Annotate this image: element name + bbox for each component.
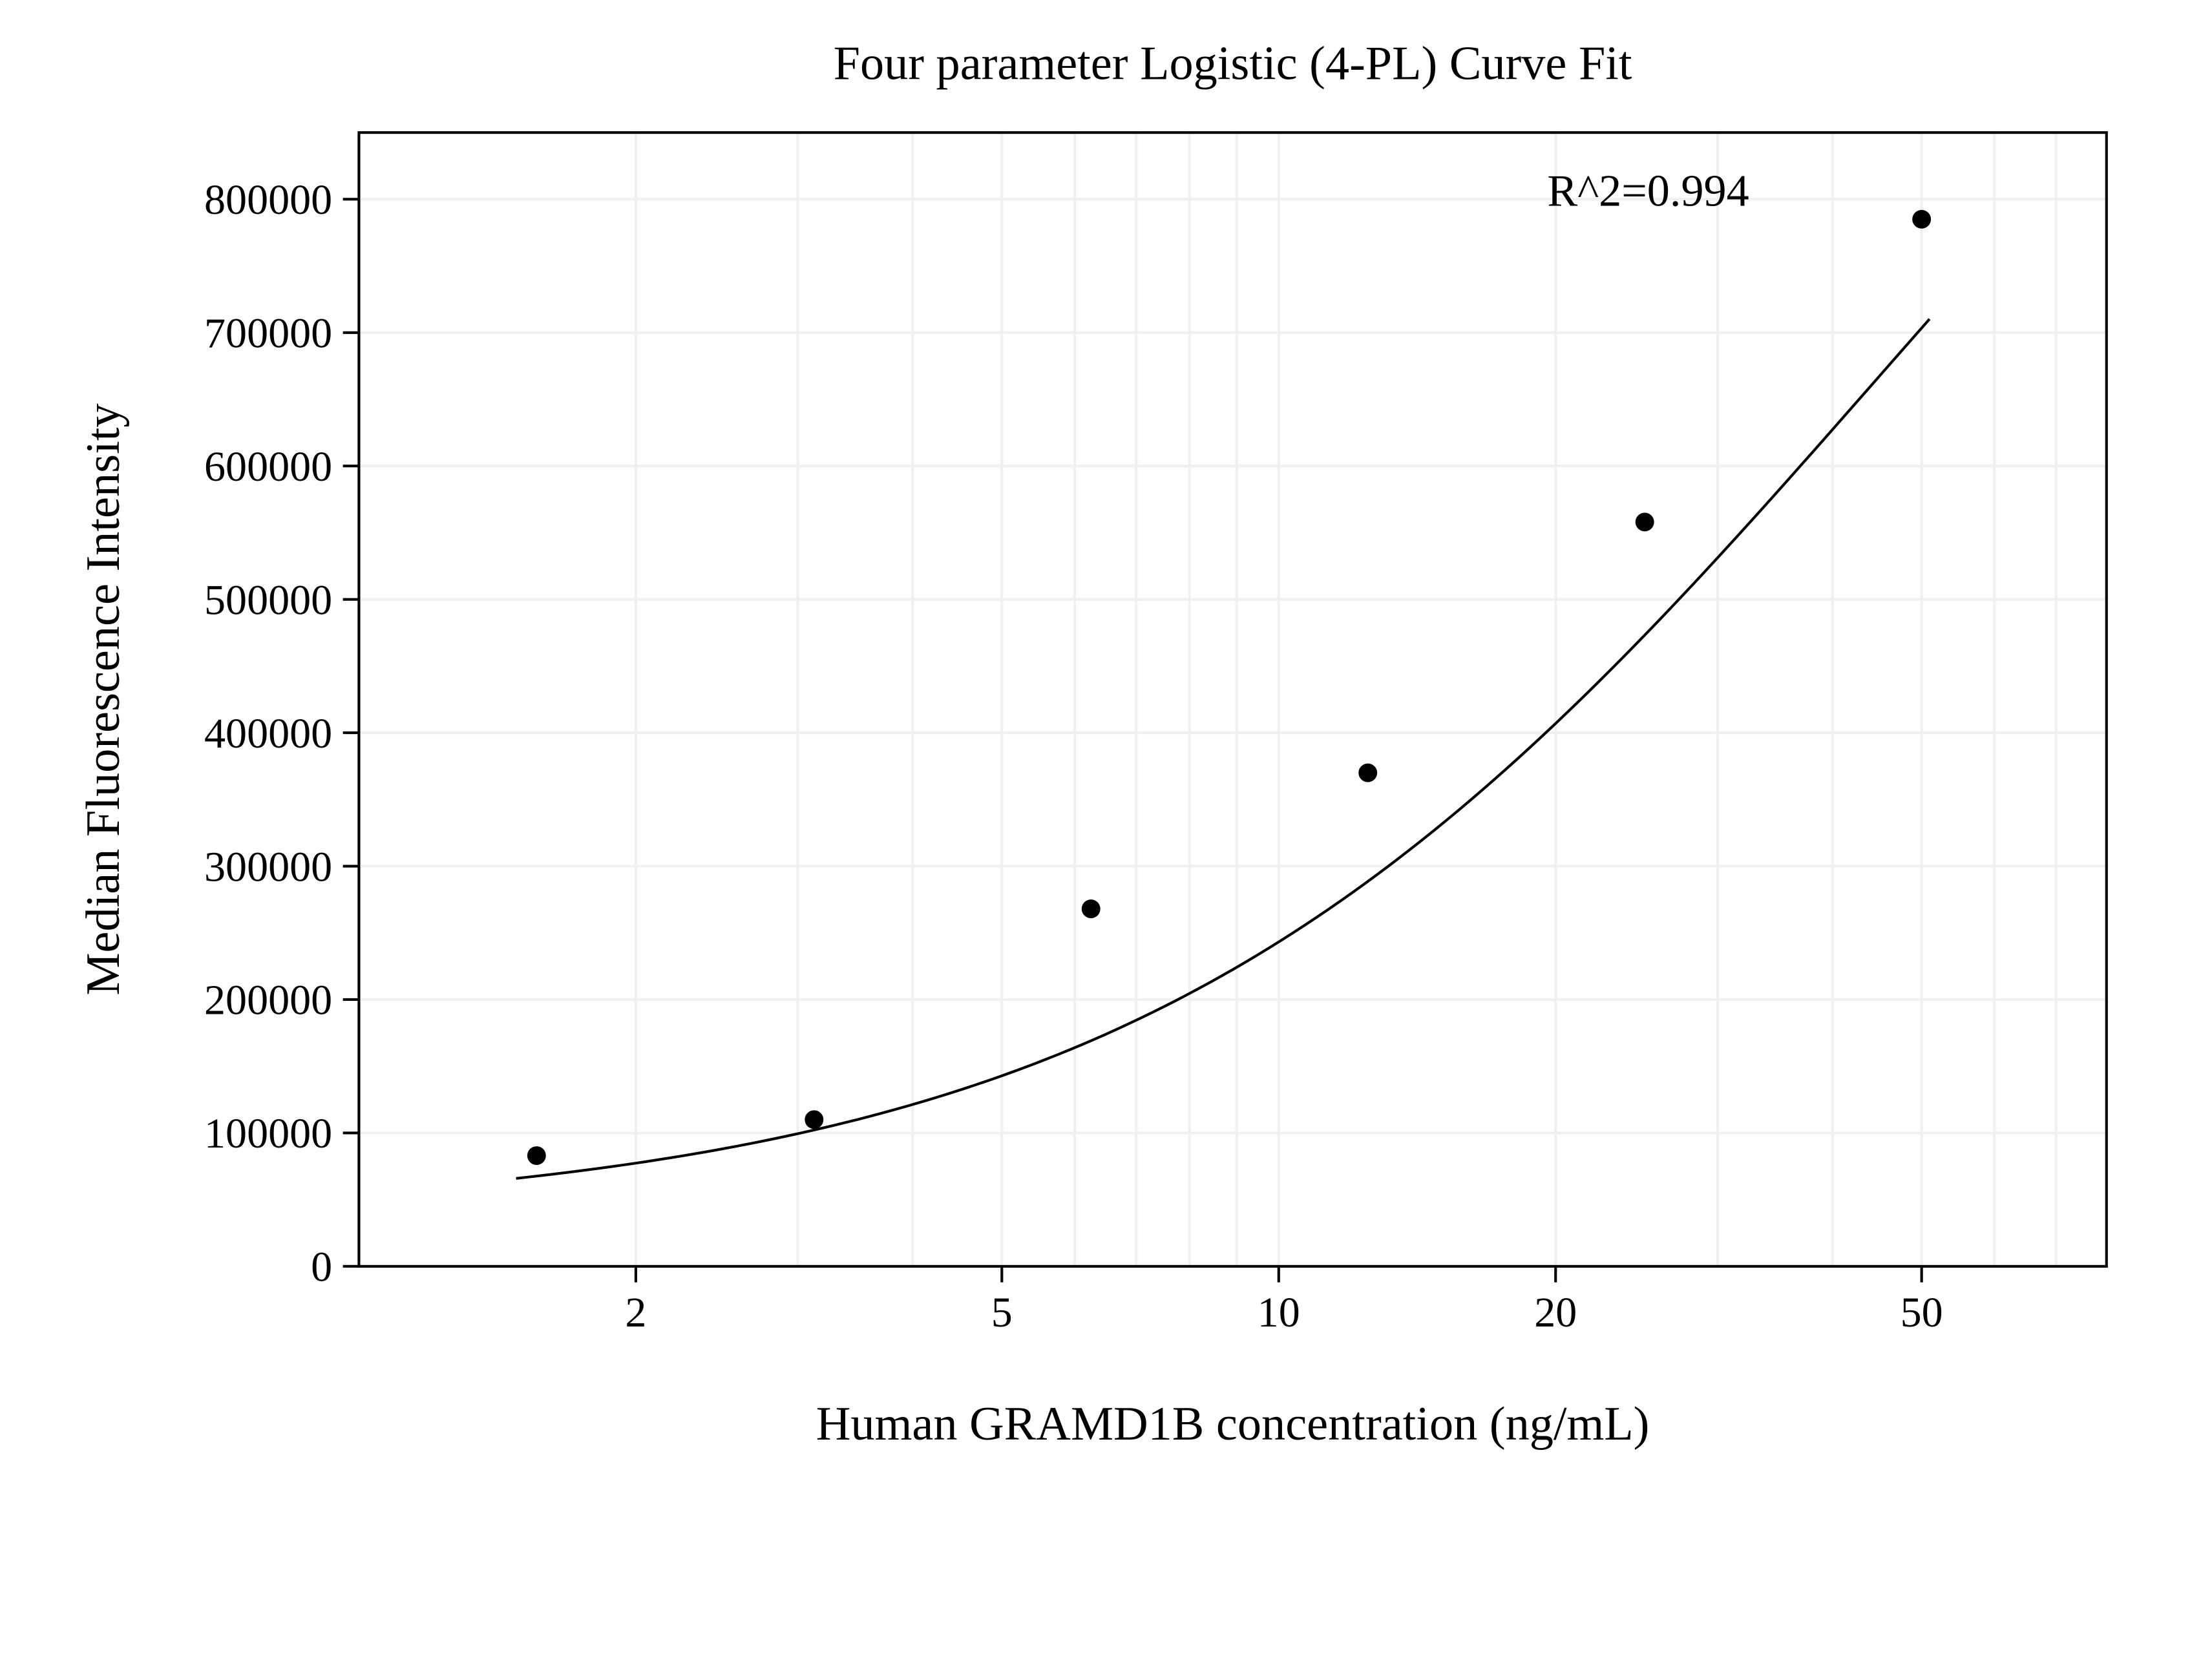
x-tick-label: 50 (1901, 1289, 1943, 1336)
x-tick-label: 20 (1534, 1289, 1577, 1336)
y-tick-label: 400000 (204, 710, 332, 757)
y-tick-label: 0 (311, 1244, 332, 1291)
y-axis-ticks: 0 100000 200000 300000 400000 500000 600000 700… (204, 176, 359, 1291)
data-point (1082, 899, 1101, 918)
data-point (1636, 512, 1654, 531)
y-tick-label: 100000 (204, 1110, 332, 1157)
data-point (805, 1110, 823, 1129)
plot-border (359, 132, 2106, 1266)
x-axis-label: Human GRAMD1B concentration (ng/mL) (816, 1398, 1650, 1451)
gridlines (359, 132, 2106, 1266)
chart-container: Four parameter Logistic (4-PL) Curve Fit… (0, 0, 2212, 1678)
y-axis-label: Median Fluorescence Intensity (77, 403, 130, 995)
y-tick-label: 600000 (204, 443, 332, 490)
y-tick-label: 800000 (204, 176, 332, 224)
logistic-chart: Four parameter Logistic (4-PL) Curve Fit… (39, 26, 2173, 1626)
y-tick-label: 200000 (204, 977, 332, 1024)
x-axis-ticks: 2 5 10 20 50 (625, 1266, 1943, 1336)
data-point (1912, 210, 1931, 229)
chart-title: Four parameter Logistic (4-PL) Curve Fit (834, 37, 1632, 90)
data-point (527, 1146, 546, 1165)
r-squared-annotation: R^2=0.994 (1547, 166, 1749, 216)
x-tick-label: 10 (1258, 1289, 1300, 1336)
data-point (1358, 764, 1377, 782)
y-tick-label: 500000 (204, 576, 332, 624)
data-points (527, 210, 1931, 1165)
x-tick-label: 5 (991, 1289, 1013, 1336)
y-tick-label: 700000 (204, 310, 332, 357)
x-tick-label: 2 (625, 1289, 646, 1336)
y-tick-label: 300000 (204, 843, 332, 890)
